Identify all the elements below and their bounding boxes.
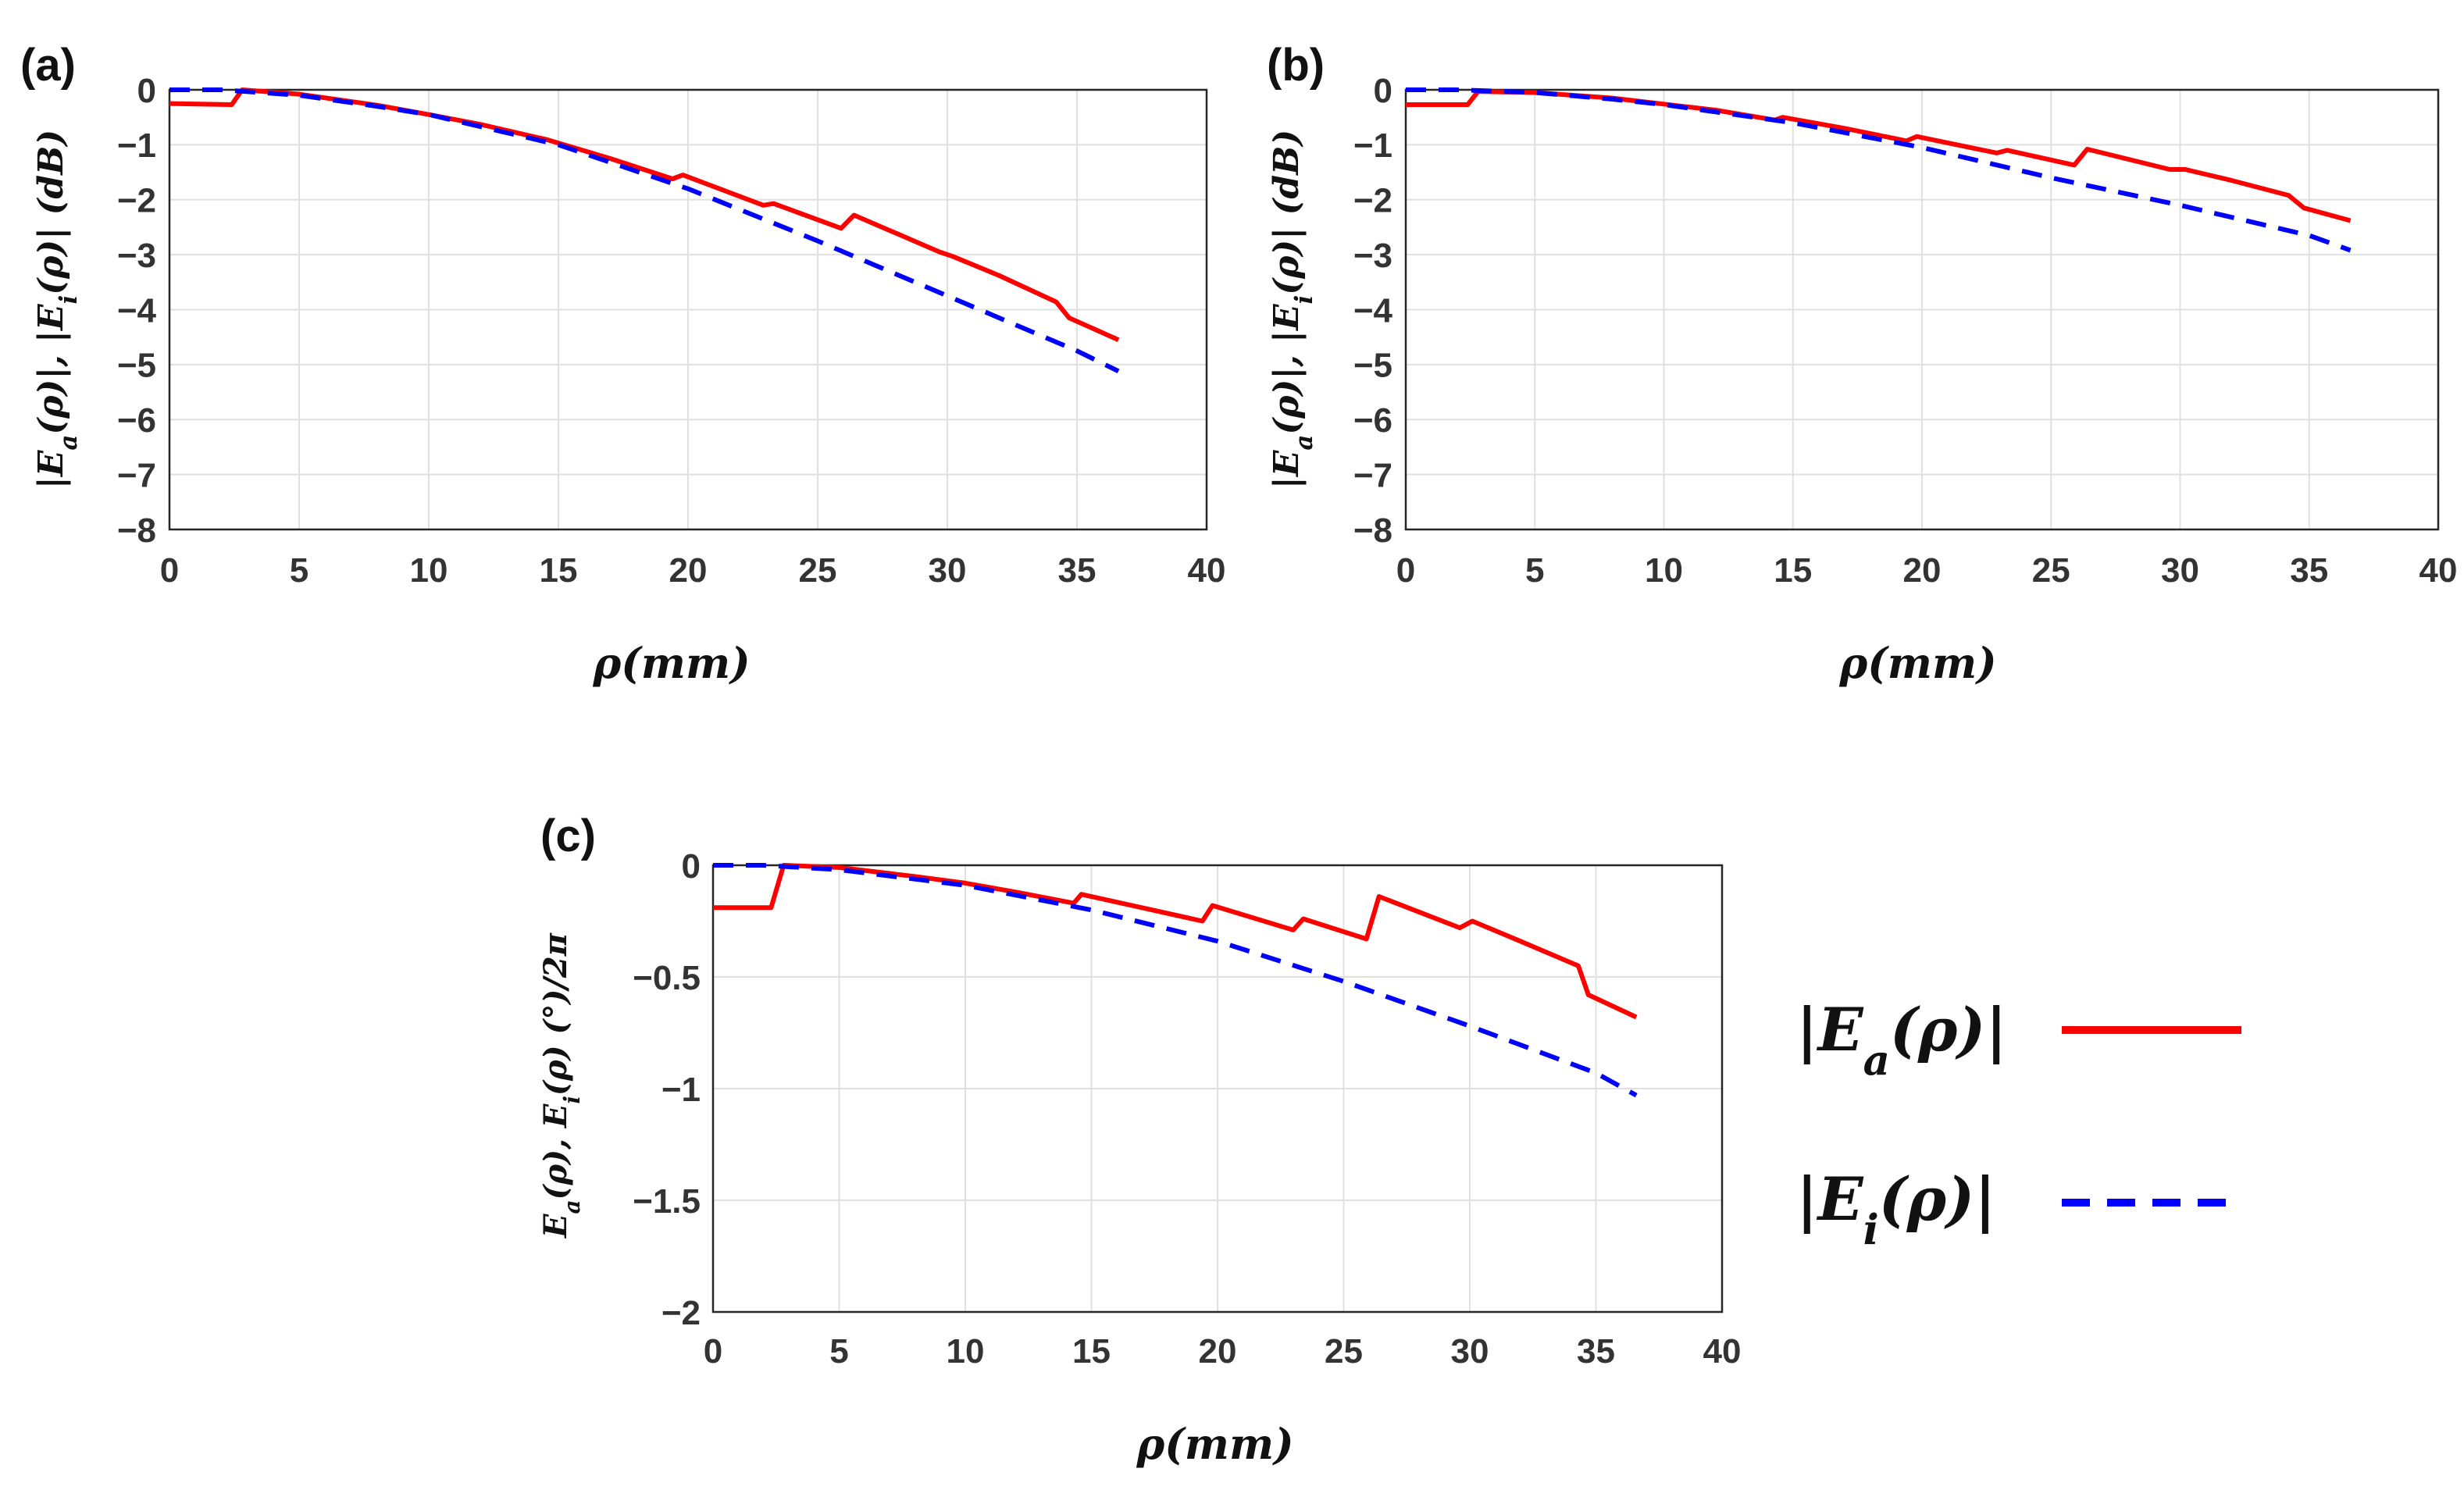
x-tick-label: 30	[1451, 1332, 1489, 1371]
y-tick-label: −2	[1353, 182, 1392, 220]
axes-box	[1404, 88, 2440, 531]
x-tick-label: 10	[1645, 551, 1683, 590]
x-axis-label: ρ(mm)	[592, 638, 750, 688]
x-tick-label: 30	[2161, 551, 2199, 590]
chart-panels: 0 5 10 15 20 25 30 35 40 0 −1 −2 −3 −4 −5 −6 −7 −8 (a) ρ(mm…	[20, 40, 2457, 1469]
y-tick-label: −4	[1353, 291, 1393, 330]
x-tick-label: 15	[540, 551, 578, 590]
y-tick-label: −7	[117, 456, 156, 494]
chart-panel-2: 0 5 10 15 20 25 30 35 40 0 −1 −2 −3 −4 −5 −6 −7 −8 (b) ρ(mm…	[1267, 40, 2457, 688]
axes-box	[168, 88, 1208, 531]
y-tick-label: −1.5	[633, 1182, 701, 1221]
y-axis-label: |Ea(ρ)|, |Ei(ρ)| (dB)	[31, 130, 83, 489]
y-tick-label: −3	[117, 237, 156, 275]
x-tick-label: 30	[929, 551, 967, 590]
x-axis-label: ρ(mm)	[1838, 638, 1996, 688]
y-tick-label: −2	[661, 1294, 701, 1332]
x-tick-label: 40	[2419, 551, 2458, 590]
panel-label: (b)	[1267, 40, 1325, 91]
y-tick-label: −4	[117, 291, 157, 330]
y-axis-label: Ea(ρ), Ei(ρ) (°)/2π	[537, 932, 585, 1239]
y-tick-label: 0	[1374, 72, 1392, 110]
panel-label: (c)	[540, 811, 596, 861]
x-tick-label: 25	[2032, 551, 2070, 590]
y-tick-label: −0.5	[633, 959, 701, 997]
x-tick-label: 10	[410, 551, 448, 590]
x-tick-label: 0	[704, 1332, 722, 1371]
x-axis-label: ρ(mm)	[1136, 1419, 1293, 1469]
x-tick-label: 0	[1396, 551, 1415, 590]
y-tick-label: −5	[117, 347, 156, 385]
x-tick-label: 5	[1525, 551, 1544, 590]
y-tick-label: −2	[117, 182, 156, 220]
x-tick-label: 40	[1188, 551, 1226, 590]
x-tick-label: 10	[947, 1332, 985, 1371]
x-tick-label: 35	[1577, 1332, 1615, 1371]
x-tick-label: 20	[669, 551, 708, 590]
series-line-ei	[1406, 87, 2352, 253]
y-tick-label: −8	[117, 512, 156, 550]
y-tick-label: −8	[1353, 512, 1392, 550]
y-tick-label: −6	[1353, 401, 1392, 440]
x-tick-label: 40	[1703, 1332, 1742, 1371]
y-tick-label: −1	[117, 127, 156, 165]
y-tick-label: −3	[1353, 237, 1392, 275]
x-tick-label: 5	[290, 551, 308, 590]
y-tick-label: −7	[1353, 456, 1392, 494]
x-tick-label: 25	[1325, 1332, 1363, 1371]
series-line-ei	[169, 87, 1120, 373]
chart-panel-1: 0 5 10 15 20 25 30 35 40 0 −1 −2 −3 −4 −5 −6 −7 −8 (a) ρ(mm…	[20, 40, 1225, 688]
legend: |Ea(ρ)| |Ei(ρ)|	[1796, 995, 2241, 1254]
y-axis-label: |Ea(ρ)|, |Ei(ρ)| (dB)	[1267, 130, 1318, 489]
y-tick-label: −5	[1353, 347, 1392, 385]
legend-label: |Ea(ρ)|	[1796, 995, 2007, 1085]
x-tick-label: 25	[799, 551, 837, 590]
x-tick-label: 15	[1072, 1332, 1111, 1371]
axes-box	[711, 864, 1724, 1314]
x-tick-label: 20	[1903, 551, 1942, 590]
y-tick-label: 0	[682, 847, 701, 886]
x-tick-label: 20	[1199, 1332, 1237, 1371]
x-tick-label: 0	[160, 551, 179, 590]
panel-label: (a)	[20, 40, 76, 91]
x-tick-label: 35	[1058, 551, 1096, 590]
y-tick-label: −1	[1353, 127, 1392, 165]
x-tick-label: 15	[1774, 551, 1812, 590]
chart-panel-3: 0 5 10 15 20 25 30 35 40 0 −0.5 −1 −1.5 −2 (c) ρ(mm) Ea(…	[537, 811, 1741, 1469]
series-line-ea	[713, 863, 1638, 1020]
x-tick-label: 5	[829, 1332, 848, 1371]
y-tick-label: 0	[137, 72, 156, 110]
y-tick-label: −1	[661, 1071, 701, 1109]
y-tick-label: −6	[117, 401, 156, 440]
x-tick-label: 35	[2290, 551, 2328, 590]
legend-label: |Ei(ρ)|	[1796, 1164, 1996, 1254]
